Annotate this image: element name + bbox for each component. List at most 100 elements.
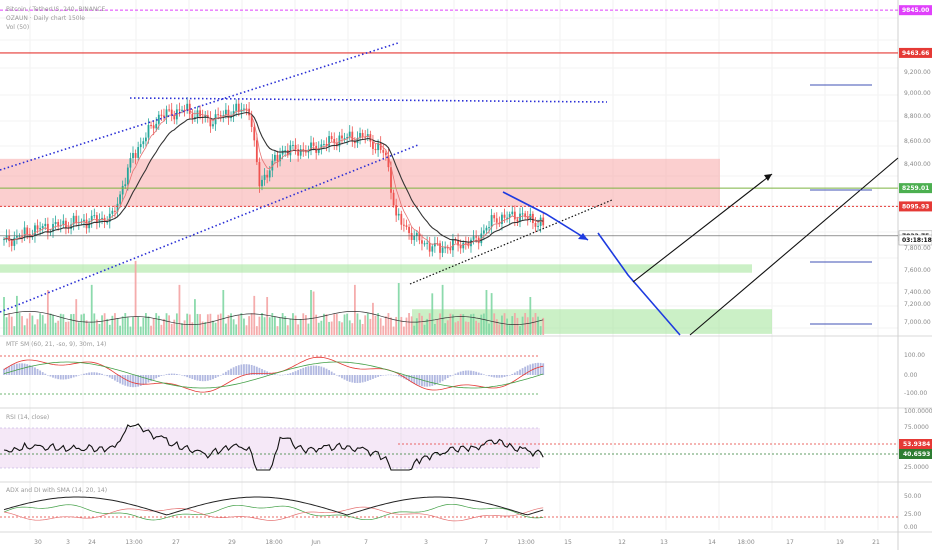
- candle-body: [245, 108, 248, 110]
- candle-body: [488, 227, 490, 229]
- volume-bar: [446, 320, 449, 335]
- volume-bar: [356, 313, 359, 335]
- macd-hist: [297, 370, 300, 375]
- volume-bar: [511, 316, 514, 335]
- macd-hist: [224, 371, 227, 375]
- macd-hist: [77, 375, 80, 376]
- volume-bar: [230, 313, 232, 335]
- volume-bar: [227, 315, 230, 335]
- macd-hist: [369, 375, 372, 380]
- candle-body: [413, 235, 416, 241]
- volume-bar: [315, 314, 318, 335]
- macd-tick-label: -100.00: [904, 390, 927, 397]
- support-dotted: [409, 199, 613, 285]
- macd-hist: [274, 374, 276, 375]
- volume-bar: [41, 315, 44, 335]
- macd-hist: [183, 375, 186, 377]
- volume-bar: [204, 321, 207, 335]
- macd-hist: [506, 375, 508, 377]
- candle-body: [359, 132, 361, 138]
- macd-hist: [173, 373, 176, 375]
- volume-bar: [335, 313, 338, 335]
- candle-body: [328, 136, 330, 146]
- macd-hist: [537, 362, 539, 375]
- volume-bar: [90, 284, 93, 335]
- macd-hist: [178, 374, 181, 376]
- candle-body: [155, 123, 158, 129]
- volume-bar: [374, 315, 377, 335]
- macd-hist: [65, 375, 67, 380]
- macd-tick-label: 100.00: [904, 352, 925, 359]
- candle-body: [124, 184, 127, 186]
- volume-bar: [508, 325, 511, 335]
- candle-body: [137, 147, 140, 158]
- volume-bar: [537, 316, 539, 335]
- volume-bar: [289, 318, 292, 335]
- macd-hist: [276, 374, 279, 376]
- candle-body: [129, 158, 132, 168]
- macd-hist: [338, 375, 341, 377]
- candle-body: [415, 233, 418, 236]
- volume-bar: [201, 321, 204, 335]
- volume-bar: [21, 316, 23, 335]
- candle-body: [173, 114, 176, 120]
- volume-bar: [268, 317, 271, 335]
- candle-body: [418, 233, 421, 241]
- candle-body: [201, 116, 204, 118]
- volume-bar: [542, 317, 545, 335]
- candle-body: [534, 223, 537, 227]
- macd-hist: [335, 374, 338, 376]
- macd-hist: [219, 375, 222, 376]
- time-tick-label: 18:00: [737, 539, 754, 546]
- volume-bar: [392, 326, 395, 335]
- volume-bar: [3, 297, 5, 335]
- candle-body: [85, 219, 88, 229]
- macd-tick-label: 0.00: [904, 372, 918, 379]
- candle-body: [297, 149, 300, 156]
- candle-body: [433, 243, 436, 247]
- macd-hist: [323, 367, 325, 375]
- price-tick-label: 7,400.00: [904, 289, 931, 296]
- price-tag-box: [899, 47, 932, 58]
- macd-hist: [279, 374, 281, 376]
- macd-hist: [299, 368, 302, 375]
- price-tick-label: 9,000.00: [904, 90, 931, 97]
- volume-bar: [103, 313, 106, 335]
- volume-bar: [28, 313, 31, 335]
- candle-body: [431, 246, 434, 252]
- candle-body: [310, 142, 312, 150]
- candle-body: [170, 109, 173, 115]
- candle-body: [62, 220, 65, 226]
- volume-bar: [119, 325, 121, 335]
- volume-bar: [485, 290, 488, 335]
- macd-hist: [513, 372, 516, 375]
- candle-body: [395, 205, 398, 216]
- macd-hist: [237, 365, 240, 375]
- volume-bar: [214, 322, 217, 335]
- volume-bar: [101, 315, 103, 335]
- macd-hist: [472, 371, 475, 375]
- candle-body: [152, 125, 155, 129]
- volume-bar: [39, 313, 42, 335]
- candle-body: [452, 239, 454, 251]
- candle-body: [209, 117, 212, 127]
- candle-body: [194, 116, 196, 119]
- macd-hist: [379, 375, 382, 377]
- candle-body: [325, 144, 328, 146]
- price-tick-label: 8,600.00: [904, 138, 931, 145]
- candle-body: [121, 185, 124, 195]
- candle-body: [168, 109, 171, 111]
- candle-body: [134, 153, 137, 158]
- volume-bar: [271, 313, 274, 335]
- volume-bar: [304, 315, 307, 335]
- macd-hist: [433, 375, 436, 386]
- volume-bar: [498, 324, 501, 335]
- volume-bar: [67, 321, 70, 335]
- rsi-band: [0, 428, 540, 468]
- volume-bar: [516, 317, 519, 335]
- volume-bar: [369, 318, 372, 335]
- volume-bar: [178, 284, 181, 335]
- price-tag-label: 03:18:18: [902, 237, 932, 244]
- macd-hist: [524, 366, 527, 375]
